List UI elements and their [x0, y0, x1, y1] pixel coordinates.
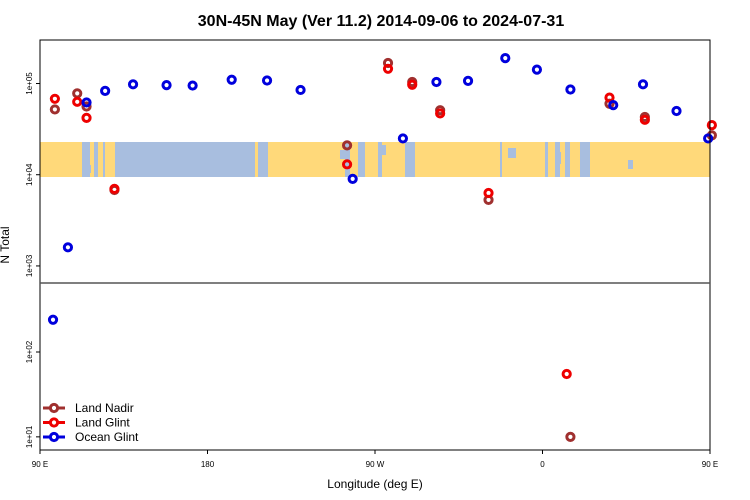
- data-point: [500, 52, 511, 64]
- series-land-nadir: [49, 57, 717, 442]
- coast-detail: [259, 160, 265, 170]
- data-point: [127, 79, 139, 90]
- data-point: [161, 80, 172, 91]
- coast-detail: [556, 152, 561, 164]
- data-point: [637, 79, 649, 90]
- data-point: [341, 140, 353, 151]
- data-point: [703, 133, 714, 144]
- land-block: [590, 142, 710, 177]
- data-point: [483, 187, 494, 199]
- land-block: [255, 142, 258, 177]
- legend-label: Land Nadir: [75, 401, 134, 415]
- data-point: [49, 93, 60, 104]
- data-point: [81, 101, 92, 112]
- land-block: [560, 142, 565, 177]
- land-block: [40, 142, 82, 177]
- data-point: [565, 84, 576, 95]
- data-point: [604, 92, 615, 103]
- legend-label: Ocean Glint: [75, 430, 139, 444]
- data-point: [341, 159, 353, 170]
- x-tick-label: 90 E: [32, 460, 48, 469]
- data-point: [347, 173, 358, 185]
- land-block: [570, 142, 580, 177]
- data-point: [608, 99, 619, 111]
- land-block: [98, 142, 103, 177]
- land-block: [365, 142, 378, 177]
- coast-detail: [84, 150, 90, 160]
- data-point: [49, 104, 60, 115]
- y-axis-ticks: 1e+05 1e+04 1e+03 1e+02 1e+01: [25, 72, 40, 448]
- y-tick-label: 1e+04: [25, 163, 34, 186]
- data-point: [47, 314, 59, 325]
- x-axis-label: Longitude (deg E): [327, 477, 422, 491]
- data-point: [109, 183, 120, 194]
- data-point: [226, 74, 237, 85]
- coast-detail: [508, 148, 516, 158]
- coast-detail: [358, 155, 364, 169]
- coast-detail: [86, 165, 91, 173]
- y-tick-label: 1e+02: [25, 340, 34, 363]
- coast-detail: [582, 150, 588, 160]
- coast-detail: [408, 155, 415, 167]
- data-point: [72, 96, 83, 107]
- legend-marker: [48, 402, 60, 414]
- data-point: [72, 88, 83, 99]
- land-block: [350, 142, 358, 177]
- x-tick-label: 0: [540, 460, 545, 469]
- coast-detail: [628, 160, 633, 169]
- x-tick-label: 90 W: [366, 460, 385, 469]
- coast-detail: [380, 145, 386, 155]
- x-tick-label: 90 E: [702, 460, 718, 469]
- data-point: [382, 63, 394, 74]
- data-point: [565, 431, 576, 442]
- land-block: [415, 142, 500, 177]
- data-point: [100, 85, 111, 96]
- x-axis-ticks: 90 E 180 90 W 0 90 E: [32, 450, 718, 469]
- land-block: [90, 142, 94, 177]
- legend-label: Land Glint: [75, 416, 130, 430]
- legend-marker: [48, 431, 60, 443]
- data-point: [639, 114, 650, 125]
- data-point: [81, 97, 92, 108]
- land-block: [548, 142, 555, 177]
- data-point: [62, 242, 74, 253]
- series-land-glint: [49, 63, 717, 380]
- data-point: [462, 75, 474, 86]
- series-ocean-glint: [47, 52, 714, 325]
- data-point: [187, 80, 198, 91]
- data-point: [407, 79, 418, 90]
- data-point: [671, 105, 682, 117]
- coast-detail: [340, 150, 350, 159]
- chart-title: 30N-45N May (Ver 11.2) 2014-09-06 to 202…: [198, 13, 565, 30]
- map-band: [40, 142, 710, 177]
- y-tick-label: 1e+03: [25, 254, 34, 277]
- y-tick-label: 1e+01: [25, 425, 34, 448]
- data-point: [531, 64, 543, 75]
- data-point: [81, 112, 92, 123]
- data-point: [561, 368, 572, 380]
- coast-detail: [118, 150, 126, 156]
- data-points: [47, 52, 717, 442]
- x-tick-label: 180: [201, 460, 215, 469]
- data-point: [435, 108, 446, 119]
- data-point: [397, 133, 409, 144]
- land-block: [395, 142, 405, 177]
- legend-marker: [48, 417, 60, 428]
- land-block: [268, 142, 330, 177]
- data-point: [706, 120, 717, 131]
- data-point: [295, 84, 306, 96]
- y-axis-label: N Total: [0, 226, 12, 263]
- land-block: [502, 142, 545, 177]
- data-point: [431, 76, 442, 88]
- y-tick-label: 1e+05: [25, 72, 34, 95]
- data-point: [261, 75, 273, 86]
- land-block: [105, 142, 115, 177]
